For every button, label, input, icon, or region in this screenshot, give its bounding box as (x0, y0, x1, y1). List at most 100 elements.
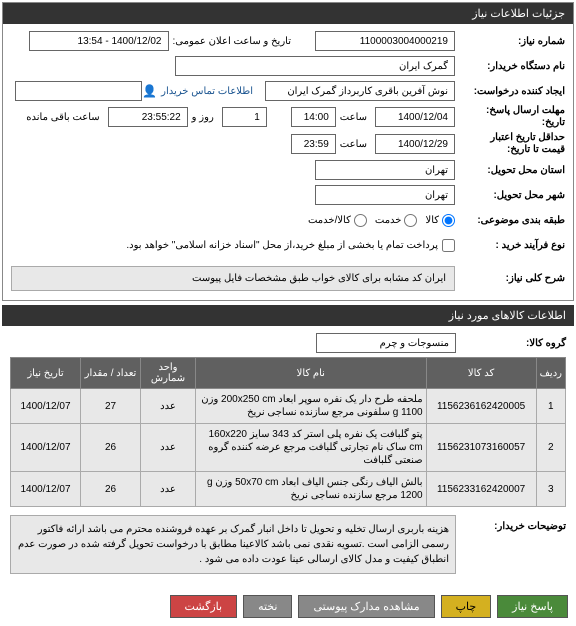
contact-field (15, 81, 142, 101)
main-panel: جزئیات اطلاعات نیاز شماره نیاز: 11000030… (2, 2, 574, 301)
category-radio[interactable] (442, 214, 455, 227)
province-label: استان محل تحویل: (455, 165, 565, 176)
category-radio[interactable] (354, 214, 367, 227)
creator-label: ایجاد کننده درخواست: (455, 86, 565, 97)
row-buyer: نام دستگاه خریدار: گمرک ایران (11, 55, 565, 77)
reply-button[interactable]: پاسخ نیاز (497, 595, 568, 618)
goods-table: ردیفکد کالانام کالاواحد شمارشتعداد / مقد… (10, 357, 566, 507)
table-cell: 26 (81, 424, 141, 472)
remaining-label: ساعت باقی مانده (26, 112, 99, 123)
table-row: 21156231073160057پتو گلبافت یک نفره پلی … (11, 424, 566, 472)
req-no-field: 1100003004000219 (315, 31, 455, 51)
table-cell: 2 (536, 424, 565, 472)
notes-box: هزینه باربری ارسال تخلیه و تحویل تا داخل… (10, 515, 456, 574)
table-cell: 1156233162420007 (426, 472, 536, 507)
thread-button[interactable]: نخته (243, 595, 292, 618)
announce-label: تاریخ و ساعت اعلان عمومی: (173, 36, 292, 47)
row-deadline: مهلت ارسال پاسخ: تاریخ: 1400/12/04 ساعت … (11, 105, 565, 129)
notes-label: توضیحات خریدار: (456, 515, 566, 532)
time-label-1: ساعت (340, 112, 367, 123)
group-field: منسوجات و چرم (316, 333, 456, 353)
table-body: 11156236162420005ملحفه طرح دار یک نفره س… (11, 389, 566, 507)
goods-body: گروه کالا: منسوجات و چرم ردیفکد کالانام … (2, 326, 574, 583)
desc-label: شرح کلی نیاز: (455, 273, 565, 284)
row-group: گروه کالا: منسوجات و چرم (10, 332, 566, 354)
table-cell: پتو گلبافت یک نفره پلی استر کد 343 سایز … (196, 424, 427, 472)
process-checkbox[interactable] (442, 239, 455, 252)
notes-text: هزینه باربری ارسال تخلیه و تحویل تا داخل… (17, 522, 449, 567)
row-validity: حداقل تاریخ اعتبار قیمت تا تاریخ: 1400/1… (11, 132, 565, 156)
process-check[interactable]: پرداخت تمام یا بخشی از مبلغ خرید،از محل … (126, 239, 455, 252)
table-cell: بالش الیاف رنگی جنس الیاف ابعاد 50x70 cm… (196, 472, 427, 507)
table-cell: 26 (81, 472, 141, 507)
goods-section: اطلاعات کالاهای مورد نیاز گروه کالا: منس… (2, 305, 574, 583)
table-cell: عدد (141, 424, 196, 472)
row-desc: شرح کلی نیاز: ایران کد مشابه برای کالای … (11, 266, 565, 291)
creator-field: نوش آفرین باقری کاربرداز گمرک ایران (265, 81, 455, 101)
table-cell: عدد (141, 389, 196, 424)
table-cell: 1156236162420005 (426, 389, 536, 424)
table-header: ردیفکد کالانام کالاواحد شمارشتعداد / مقد… (11, 358, 566, 389)
req-no-label: شماره نیاز: (455, 36, 565, 47)
group-label: گروه کالا: (456, 338, 566, 349)
table-col-header: کد کالا (426, 358, 536, 389)
row-city: شهر محل تحویل: تهران (11, 184, 565, 206)
category-radio[interactable] (404, 214, 417, 227)
button-bar: پاسخ نیاز چاپ مشاهده مدارک پیوستی نخته ب… (0, 587, 576, 626)
attachments-button[interactable]: مشاهده مدارک پیوستی (298, 595, 434, 618)
validity-time-field: 23:59 (291, 134, 336, 154)
desc-box: ایران کد مشابه برای کالای خواب طبق مشخصا… (11, 266, 455, 291)
time-label-2: ساعت (340, 139, 367, 150)
table-cell: 1400/12/07 (11, 389, 81, 424)
table-col-header: واحد شمارش (141, 358, 196, 389)
row-notes: توضیحات خریدار: هزینه باربری ارسال تخلیه… (10, 515, 566, 574)
table-cell: ملحفه طرح دار یک نفره سوپر ابعاد 200x250… (196, 389, 427, 424)
process-label: نوع فرآیند خرید : (455, 240, 565, 251)
print-button[interactable]: چاپ (441, 595, 492, 618)
validity-date-field: 1400/12/29 (375, 134, 455, 154)
table-row: 11156236162420005ملحفه طرح دار یک نفره س… (11, 389, 566, 424)
row-creator: ایجاد کننده درخواست: نوش آفرین باقری کار… (11, 80, 565, 102)
category-label: طبقه بندی موضوعی: (455, 215, 565, 226)
table-cell: 1400/12/07 (11, 424, 81, 472)
table-cell: 1156231073160057 (426, 424, 536, 472)
process-text: پرداخت تمام یا بخشی از مبلغ خرید،از محل … (126, 240, 438, 251)
form-body: شماره نیاز: 1100003004000219 تاریخ و ساع… (3, 24, 573, 300)
deadline-time-field: 14:00 (291, 107, 336, 127)
province-field: تهران (315, 160, 455, 180)
validity-label: حداقل تاریخ اعتبار قیمت تا تاریخ: (455, 132, 565, 156)
category-option[interactable]: کالا/خدمت (308, 214, 367, 227)
category-option[interactable]: کالا (425, 214, 455, 227)
city-field: تهران (315, 185, 455, 205)
row-province: استان محل تحویل: تهران (11, 159, 565, 181)
back-button[interactable]: بازگشت (170, 595, 238, 618)
contact-link[interactable]: اطلاعات تماس خریدار (161, 86, 253, 97)
days-field: 1 (222, 107, 267, 127)
table-row: 31156233162420007بالش الیاف رنگی جنس الی… (11, 472, 566, 507)
countdown-field: 23:55:22 (108, 107, 188, 127)
row-category: طبقه بندی موضوعی: کالا خدمت کالا/خدمت (11, 209, 565, 231)
row-process: نوع فرآیند خرید : پرداخت تمام یا بخشی از… (11, 234, 565, 256)
announce-field: 1400/12/02 - 13:54 (29, 31, 169, 51)
city-label: شهر محل تحویل: (455, 190, 565, 201)
category-option[interactable]: خدمت (375, 214, 418, 227)
table-col-header: نام کالا (196, 358, 427, 389)
deadline-date-field: 1400/12/04 (375, 107, 455, 127)
table-cell: 1400/12/07 (11, 472, 81, 507)
table-cell: عدد (141, 472, 196, 507)
table-cell: 3 (536, 472, 565, 507)
table-col-header: تاریخ نیاز (11, 358, 81, 389)
goods-title: اطلاعات کالاهای مورد نیاز (2, 305, 574, 326)
table-cell: 1 (536, 389, 565, 424)
category-radios: کالا خدمت کالا/خدمت (302, 214, 455, 227)
table-cell: 27 (81, 389, 141, 424)
day-label: روز و (192, 112, 214, 123)
table-col-header: ردیف (536, 358, 565, 389)
row-req-no: شماره نیاز: 1100003004000219 تاریخ و ساع… (11, 30, 565, 52)
user-icon: 👤 (142, 84, 157, 98)
buyer-label: نام دستگاه خریدار: (455, 61, 565, 72)
deadline-label: مهلت ارسال پاسخ: تاریخ: (455, 105, 565, 129)
panel-title: جزئیات اطلاعات نیاز (3, 3, 573, 24)
table-col-header: تعداد / مقدار (81, 358, 141, 389)
buyer-field: گمرک ایران (175, 56, 455, 76)
